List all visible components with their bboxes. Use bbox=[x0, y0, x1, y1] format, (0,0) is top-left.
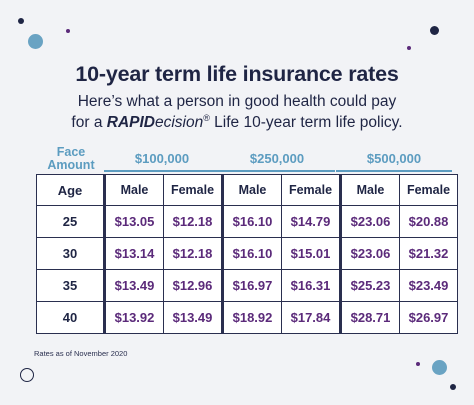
age-cell: 25 bbox=[36, 205, 106, 238]
rate-cell: $13.05 bbox=[104, 205, 164, 238]
registered-mark: ® bbox=[203, 113, 210, 123]
table-row: 35 $13.49 $12.96 $16.97 $16.31 $25.23 $2… bbox=[36, 269, 458, 302]
amount-underline-250k bbox=[219, 170, 335, 172]
table-row: 40 $13.92 $13.49 $18.92 $17.84 $28.71 $2… bbox=[36, 301, 458, 334]
sub-header: Female bbox=[399, 174, 458, 206]
rate-cell: $28.71 bbox=[340, 301, 400, 334]
brand-name-bold: RAPID bbox=[106, 114, 155, 132]
page-title: 10-year term life insurance rates bbox=[75, 62, 399, 86]
rate-cell: $20.88 bbox=[399, 205, 458, 238]
amount-underline-100k bbox=[104, 170, 220, 172]
age-header: Age bbox=[36, 174, 106, 206]
footnote: Rates as of November 2020 bbox=[34, 349, 128, 358]
amount-header-100k: $100,000 bbox=[134, 151, 190, 166]
rate-cell: $18.92 bbox=[222, 301, 282, 334]
rate-cell: $12.96 bbox=[163, 269, 224, 302]
brand-name-rest: ecision bbox=[154, 114, 204, 132]
table-row: 30 $13.14 $12.18 $16.10 $15.01 $23.06 $2… bbox=[36, 237, 458, 270]
rate-cell: $23.49 bbox=[399, 269, 458, 302]
rate-cell: $15.01 bbox=[281, 237, 342, 270]
rate-cell: $21.32 bbox=[399, 237, 458, 270]
decorative-dot-purple-topright bbox=[407, 46, 411, 50]
amount-underline-500k bbox=[336, 170, 452, 172]
decorative-ring-bottomleft bbox=[20, 368, 34, 382]
rates-table: Age Male Female Male Female Male Female … bbox=[36, 174, 458, 334]
decorative-dot-teal-topleft bbox=[28, 34, 43, 49]
sub-header: Male bbox=[340, 174, 400, 206]
rate-cell: $13.49 bbox=[163, 301, 224, 334]
rate-cell: $16.10 bbox=[222, 237, 282, 270]
rate-cell: $13.14 bbox=[104, 237, 164, 270]
sub-header: Male bbox=[222, 174, 282, 206]
sub-header: Male bbox=[104, 174, 164, 206]
subtitle-suffix: Life 10-year term life policy. bbox=[209, 114, 403, 132]
decorative-dot-teal-bottomright bbox=[432, 360, 447, 375]
rate-cell: $26.97 bbox=[399, 301, 458, 334]
rate-cell: $13.49 bbox=[104, 269, 164, 302]
decorative-dot-purple-topleft bbox=[66, 29, 70, 33]
rate-cell: $12.18 bbox=[163, 237, 224, 270]
rate-cell: $13.92 bbox=[104, 301, 164, 334]
rate-cell: $16.31 bbox=[281, 269, 342, 302]
amount-header-250k: $250,000 bbox=[249, 151, 305, 166]
rate-cell: $17.84 bbox=[281, 301, 342, 334]
rate-cell: $23.06 bbox=[340, 237, 400, 270]
rate-cell: $25.23 bbox=[340, 269, 400, 302]
table-header-row: Age Male Female Male Female Male Female bbox=[36, 174, 458, 206]
sub-header: Female bbox=[281, 174, 342, 206]
table-row: 25 $13.05 $12.18 $16.10 $14.79 $23.06 $2… bbox=[36, 205, 458, 238]
face-amount-label: Face Amount bbox=[47, 145, 95, 172]
sub-header: Female bbox=[163, 174, 224, 206]
decorative-dot-purple-bottomright bbox=[416, 362, 420, 366]
amount-header-500k: $500,000 bbox=[366, 151, 422, 166]
rate-cell: $16.97 bbox=[222, 269, 282, 302]
decorative-dot-navy-topleft bbox=[18, 18, 24, 24]
decorative-dot-navy-topright bbox=[430, 26, 439, 35]
age-cell: 35 bbox=[36, 269, 106, 302]
decorative-dot-navy-bottomright bbox=[450, 384, 456, 390]
age-cell: 40 bbox=[36, 301, 106, 334]
rate-cell: $12.18 bbox=[163, 205, 224, 238]
subtitle-line-1: Here’s what a person in good health coul… bbox=[77, 93, 397, 110]
subtitle-line-2: for a RAPIDecision® Life 10-year term li… bbox=[0, 113, 474, 132]
rate-cell: $14.79 bbox=[281, 205, 342, 238]
age-cell: 30 bbox=[36, 237, 106, 270]
rate-cell: $16.10 bbox=[222, 205, 282, 238]
subtitle-prefix: for a bbox=[71, 114, 107, 132]
rate-cell: $23.06 bbox=[340, 205, 400, 238]
